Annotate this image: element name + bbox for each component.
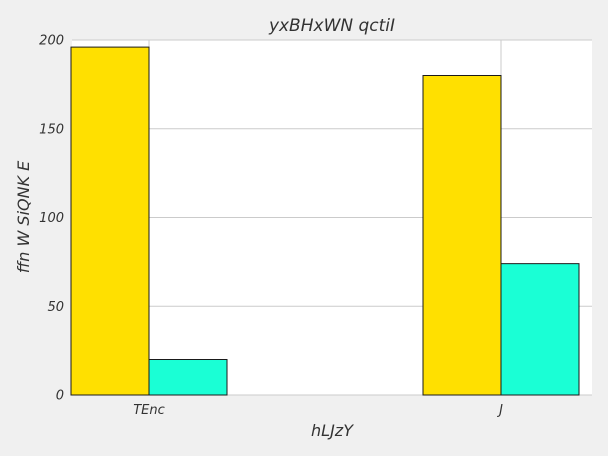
x-tick-label: J [496,403,503,418]
y-tick-label: 200 [39,34,64,49]
y-axis-label: ffn W SiQNK E [14,160,33,273]
bar [500,263,580,396]
y-tick-label: 150 [39,122,64,137]
x-tick-labels: TEnc J [133,403,503,418]
y-tick-label: 100 [39,211,64,226]
bar [422,75,502,396]
y-tick-labels: 0 50 100 150 200 [39,34,64,404]
y-tick-label: 50 [47,300,64,315]
chart-title: yxBHxWN qctiI [268,16,395,36]
bar [148,359,228,396]
y-tick-label: 0 [56,389,64,404]
bars [70,46,580,396]
x-axis-label: hLJzY [311,421,354,440]
bar [70,46,150,396]
x-tick-label: TEnc [133,403,165,418]
